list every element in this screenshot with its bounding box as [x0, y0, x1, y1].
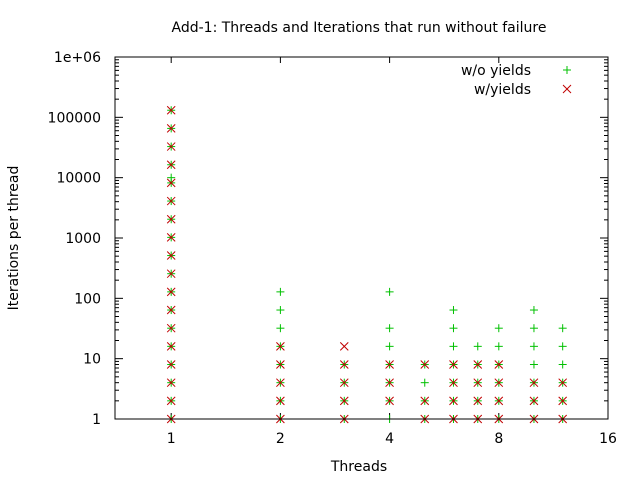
x-tick-label: 1 [167, 431, 176, 447]
point-without-yields [276, 306, 285, 315]
point-with-yields [529, 396, 539, 406]
point-with-yields [166, 287, 176, 297]
legend-marker-plus [563, 66, 571, 74]
point-without-yields [449, 306, 458, 315]
point-with-yields [473, 360, 483, 369]
axis-ticks: 1 2 4 8 16 1 10 100 1000 10000 100000 1e+06 [48, 50, 617, 447]
point-with-yields [385, 360, 394, 369]
x-axis-label: Threads [330, 459, 387, 475]
y-axis-label: Iterations per thread [6, 166, 22, 311]
point-with-yields [449, 378, 458, 388]
y-tick-label: 1e+06 [54, 50, 101, 66]
point-without-yields [529, 342, 538, 351]
point-without-yields [276, 287, 285, 296]
point-with-yields [339, 396, 349, 406]
point-without-yields [529, 324, 538, 333]
point-without-yields [420, 378, 429, 387]
point-without-yields [529, 360, 538, 369]
y-tick-label: 100 [74, 291, 101, 307]
point-with-yields [166, 233, 176, 242]
y-tick-label: 1000 [65, 231, 101, 247]
point-with-yields [166, 251, 176, 260]
point-without-yields [558, 342, 567, 351]
point-with-yields [276, 360, 285, 369]
point-with-yields [166, 341, 176, 351]
point-without-yields [558, 324, 567, 333]
point-with-yields [166, 105, 176, 115]
legend-marker-cross [562, 84, 572, 94]
point-with-yields [166, 196, 176, 206]
point-with-yields [276, 341, 285, 351]
y-tick-label: 1 [92, 412, 101, 428]
y-tick-label: 10000 [56, 171, 101, 187]
point-with-yields [166, 360, 176, 369]
point-without-yields [494, 324, 503, 333]
point-with-yields [473, 396, 483, 406]
point-with-yields [473, 378, 483, 388]
point-without-yields [558, 360, 567, 369]
point-without-yields [167, 173, 176, 182]
point-with-yields [276, 396, 285, 406]
point-without-yields [449, 324, 458, 333]
legend: w/o yields w/yields [461, 63, 572, 98]
point-without-yields [385, 287, 394, 296]
point-with-yields [166, 160, 176, 170]
point-with-yields [276, 378, 285, 388]
point-with-yields [494, 360, 504, 369]
point-with-yields [166, 178, 176, 188]
point-with-yields [166, 396, 176, 406]
x-tick-label: 16 [599, 431, 617, 447]
point-without-yields [385, 324, 394, 333]
y-tick-label: 100000 [48, 110, 101, 126]
point-with-yields [494, 378, 504, 388]
legend-label: w/yields [474, 82, 531, 98]
point-with-yields [385, 378, 394, 388]
point-with-yields [449, 360, 458, 369]
point-with-yields [166, 124, 176, 133]
point-with-yields [385, 396, 394, 406]
x-tick-label: 2 [276, 431, 285, 447]
plot-frame [114, 56, 609, 420]
point-with-yields [420, 360, 430, 369]
point-without-yields [473, 342, 482, 351]
point-with-yields [166, 269, 176, 279]
point-without-yields [494, 342, 503, 351]
legend-label: w/o yields [461, 63, 531, 79]
point-with-yields [558, 396, 568, 406]
y-tick-label: 10 [83, 352, 101, 368]
point-without-yields [529, 306, 538, 315]
point-with-yields [558, 378, 568, 388]
point-with-yields [166, 305, 176, 315]
point-with-yields [420, 396, 430, 406]
point-with-yields [449, 396, 458, 406]
point-with-yields [339, 341, 349, 351]
chart-title: Add-1: Threads and Iterations that run w… [172, 20, 547, 36]
point-with-yields [166, 323, 176, 333]
point-with-yields [494, 396, 504, 406]
x-tick-label: 8 [494, 431, 503, 447]
point-with-yields [166, 378, 176, 388]
point-with-yields [529, 378, 539, 388]
point-with-yields [166, 142, 176, 151]
point-with-yields [339, 360, 349, 369]
point-with-yields [339, 378, 349, 388]
point-without-yields [385, 342, 394, 351]
point-with-yields [166, 214, 176, 224]
point-without-yields [449, 342, 458, 351]
x-tick-label: 4 [385, 431, 394, 447]
point-without-yields [276, 324, 285, 333]
